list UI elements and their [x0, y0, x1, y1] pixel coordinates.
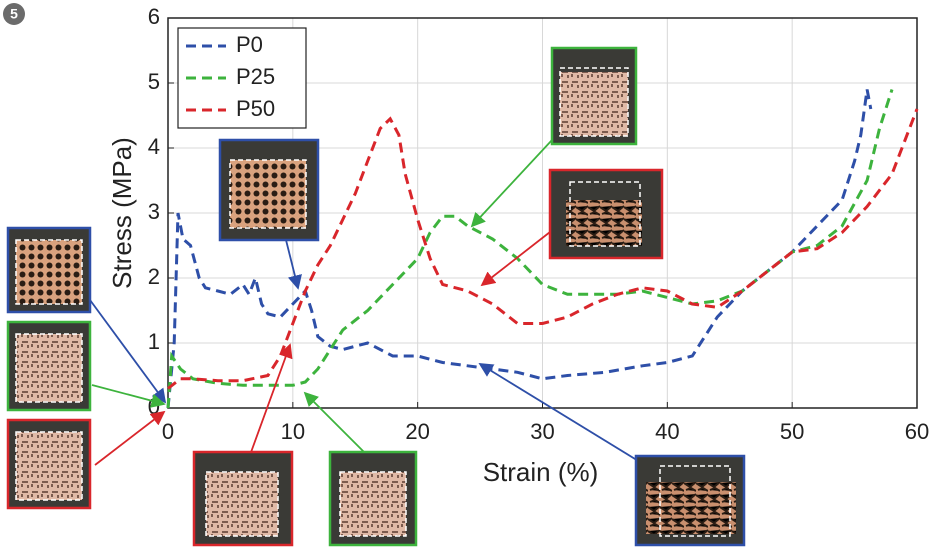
inset-photo	[330, 452, 416, 545]
legend-label: P25	[236, 64, 275, 89]
y-tick-label: 2	[148, 264, 160, 289]
x-tick-label: 10	[281, 419, 305, 444]
y-tick-label: 0	[148, 394, 160, 419]
x-tick-label: 40	[655, 419, 679, 444]
legend-label: P50	[236, 96, 275, 121]
x-axis-label: Strain (%)	[483, 457, 599, 487]
y-tick-label: 4	[148, 134, 160, 159]
inset-photo	[194, 452, 292, 545]
legend: P0 P25 P50	[178, 28, 306, 128]
figure-label: 5	[10, 6, 18, 22]
inset-photo	[8, 420, 90, 508]
inset-photo	[8, 322, 90, 410]
y-tick-label: 5	[148, 69, 160, 94]
legend-label: P0	[236, 32, 263, 57]
x-tick-label: 0	[162, 419, 174, 444]
y-tick-label: 6	[148, 4, 160, 29]
inset-photo	[550, 170, 662, 258]
x-tick-label: 50	[780, 419, 804, 444]
x-tick-label: 20	[405, 419, 429, 444]
y-tick-label: 1	[148, 329, 160, 354]
x-tick-label: 60	[905, 419, 929, 444]
x-tick-label: 30	[530, 419, 554, 444]
plot: 0 10 20 30 40 50 60 0 1 2 3 4 5 6 Strain (%) Stress (MP…	[107, 4, 929, 487]
inset-photo	[8, 228, 90, 312]
inset-photo	[636, 456, 744, 545]
arrow	[95, 412, 164, 465]
inset-photo	[220, 140, 318, 240]
y-axis-label: Stress (MPa)	[107, 137, 137, 289]
inset-photo	[552, 48, 636, 144]
y-tick-label: 3	[148, 199, 160, 224]
figure: 0 10 20 30 40 50 60 0 1 2 3 4 5 6 Strain (%) Stress (MP…	[0, 0, 934, 550]
